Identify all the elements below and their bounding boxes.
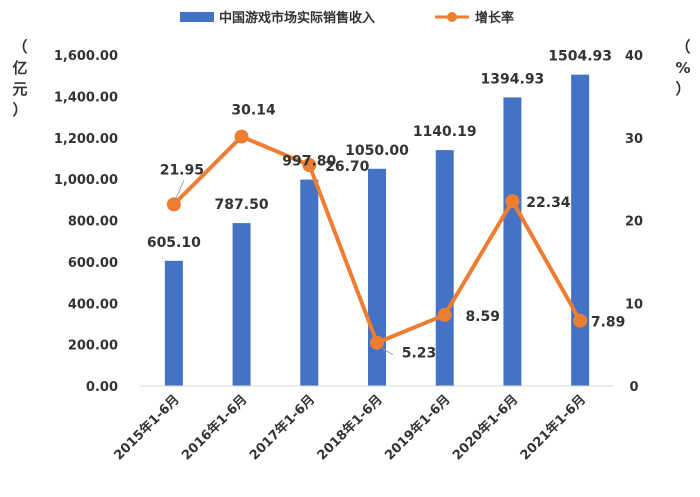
y-right-title-char: ） [675,80,690,98]
y-axis-left: 0.00 200.00 400.00 600.00 800.00 1,000.00 1,20… [54,49,118,395]
bar-value-label: 1394.93 [481,71,545,87]
y-right-tick-label: 0 [629,380,638,395]
y-left-title-char: 元 [12,80,27,98]
bar-value-label: 787.50 [215,197,269,213]
x-tick-label: 2019年1-6月 [382,392,454,464]
bar-value-label: 997.80 [282,154,336,170]
y-right-title-char: （ [675,38,690,56]
bar [368,168,386,386]
y-left-tick-label: 0.00 [86,380,118,395]
y-left-tick-label: 1,000.00 [54,173,118,188]
bar-value-label: 1140.19 [413,124,477,140]
line-point [505,194,520,209]
line-point [302,158,317,173]
bar [571,74,590,386]
growth-value-label: 21.95 [160,162,204,178]
y-axis-left-title: （ 亿元 ） [12,38,27,119]
legend-marker-growth [447,12,457,22]
growth-value-label: 26.70 [325,159,370,175]
x-tick-label: 2017年1-6月 [246,392,318,464]
y-right-title-char: % [675,59,690,77]
bar [164,260,183,386]
growth-value-label: 5.23 [402,346,437,362]
growth-value-label: 30.14 [231,103,276,119]
y-left-title-char: ） [12,101,27,119]
y-left-tick-label: 800.00 [68,215,118,230]
y-right-tick-label: 20 [625,215,643,230]
y-right-tick-label: 10 [625,297,643,312]
y-left-title-char: 亿 [12,59,27,77]
bar [300,179,319,386]
y-left-tick-label: 1,600.00 [54,49,118,64]
x-tick-label: 2020年1-6月 [449,392,521,464]
x-tick-label: 2015年1-6月 [111,392,183,464]
x-tick-label: 2016年1-6月 [179,392,251,464]
line-point [573,313,588,328]
label-leader-line [382,348,394,356]
y-left-title-char: （ [12,38,27,56]
bar [232,223,251,386]
x-axis: 2015年1-6月2016年1-6月2017年1-6月2018年1-6月2019… [111,392,589,464]
y-left-tick-label: 400.00 [68,297,118,312]
growth-value-label: 22.34 [526,195,571,211]
bar-value-label: 605.10 [147,235,201,251]
label-leader-line [175,180,185,199]
legend-label-revenue: 中国游戏市场实际销售收入 [219,10,375,26]
line-data-labels: 21.95 30.14 26.70 5.23 8.59 22.34 7.89 [160,103,626,362]
line-series [166,129,588,350]
legend-swatch-revenue [180,12,214,22]
line-point [234,129,249,144]
line-point [370,335,384,350]
y-axis-right-title: （% ） [675,38,690,98]
y-right-tick-label: 30 [625,132,643,147]
line-point [437,307,452,322]
x-tick-label: 2021年1-6月 [517,392,589,464]
legend: 中国游戏市场实际销售收入 增长率 [180,10,514,26]
y-left-tick-label: 1,400.00 [54,90,118,105]
bar-series [164,74,590,386]
bar-value-label: 1050.00 [345,143,409,159]
y-left-tick-label: 600.00 [68,256,118,271]
y-left-tick-label: 200.00 [68,339,118,354]
x-tick-label: 2018年1-6月 [314,392,386,464]
legend-label-growth: 增长率 [475,10,514,26]
line-point [166,197,181,212]
bar [503,97,522,386]
bar [435,150,454,386]
y-right-tick-label: 40 [625,49,643,64]
growth-value-label: 8.59 [465,309,500,325]
bar-value-label: 1504.93 [548,49,612,65]
y-axis-right: 0 10 20 30 40 [625,49,643,395]
growth-value-label: 7.89 [591,315,626,331]
y-left-tick-label: 1,200.00 [54,132,118,147]
